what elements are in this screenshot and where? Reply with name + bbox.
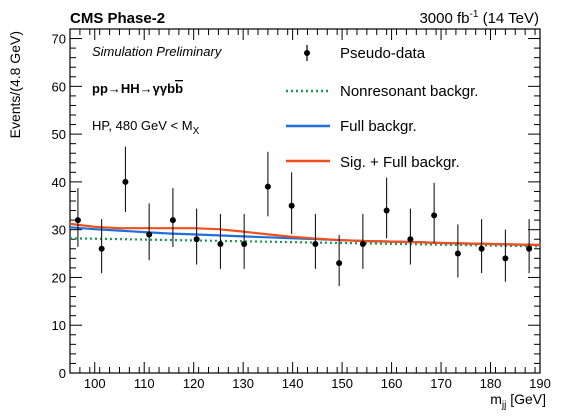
- data-marker: [98, 245, 105, 252]
- legend-data-marker: [304, 50, 310, 56]
- legend-label-pseudo-data: Pseudo-data: [340, 45, 426, 62]
- data-marker: [122, 178, 129, 185]
- x-tick-label: 110: [134, 376, 155, 391]
- data-point: [312, 213, 319, 269]
- data-point: [454, 224, 461, 278]
- legend-entry-pseudo-data: Pseudo-data: [304, 45, 426, 62]
- legend-entry-sig-full: Sig. + Full backgr.: [286, 154, 460, 171]
- legend-entry-nonresonant: Nonresonant backgr.: [286, 83, 478, 100]
- y-tick-label: 50: [52, 127, 66, 142]
- category-label: HP, 480 GeV < MX: [92, 118, 200, 137]
- data-point: [502, 229, 509, 282]
- x-tick-label: 190: [529, 376, 551, 391]
- x-axis-title: mjj [GeV]: [490, 391, 546, 411]
- data-marker: [502, 255, 509, 262]
- data-point: [169, 188, 176, 247]
- y-tick-label: 60: [52, 79, 66, 94]
- x-tick-label: 120: [183, 376, 205, 391]
- y-tick-label: 70: [52, 32, 66, 47]
- legend: Pseudo-data Nonresonant backgr. Full bac…: [286, 45, 478, 171]
- x-tick-label: 140: [282, 376, 304, 391]
- x-tick-label: 160: [381, 376, 403, 391]
- y-tick-labels: 0 10 20 30 40 50 60 70: [52, 32, 66, 381]
- data-point: [336, 234, 343, 287]
- x-tick-label: 180: [480, 376, 502, 391]
- data-point: [478, 219, 485, 274]
- curve-sig-full-backgr: [69, 222, 541, 247]
- data-points: [74, 146, 533, 287]
- data-point: [526, 219, 533, 274]
- data-marker: [383, 207, 390, 214]
- experiment-label: CMS Phase-2: [70, 10, 165, 27]
- data-marker: [336, 260, 343, 267]
- data-marker: [288, 202, 295, 209]
- y-tick-label: 0: [59, 366, 66, 381]
- data-point: [122, 146, 129, 212]
- data-marker: [359, 241, 366, 247]
- y-tick-label: 40: [52, 175, 66, 190]
- data-marker: [146, 231, 153, 238]
- data-point: [74, 188, 81, 247]
- x-tick-label: 150: [331, 376, 353, 391]
- data-marker: [74, 217, 81, 224]
- data-marker: [217, 241, 224, 247]
- data-point: [431, 182, 438, 243]
- x-tick-label: 130: [232, 376, 254, 391]
- axis-ticks: [69, 28, 541, 374]
- data-marker: [193, 236, 200, 243]
- data-point: [241, 213, 248, 269]
- data-marker: [264, 183, 271, 190]
- process-label: pp→HH→γγbb: [92, 81, 183, 96]
- data-marker: [241, 241, 248, 247]
- data-point: [264, 151, 271, 217]
- x-tick-labels: 100 110 120 130 140 150 160 170 180 190: [84, 376, 551, 391]
- legend-label-nonresonant: Nonresonant backgr.: [340, 83, 478, 100]
- data-marker: [478, 245, 485, 252]
- legend-label-sig-full: Sig. + Full backgr.: [340, 154, 460, 171]
- data-marker: [312, 241, 319, 247]
- data-point: [383, 177, 390, 239]
- data-point: [146, 203, 153, 261]
- curves: [69, 222, 541, 248]
- y-tick-label: 10: [52, 318, 66, 333]
- data-point: [217, 213, 224, 269]
- luminosity-label: 3000 fb-1 (14 TeV): [419, 9, 539, 27]
- x-tick-label: 170: [430, 376, 452, 391]
- legend-label-full: Full backgr.: [340, 118, 417, 135]
- legend-entry-full: Full backgr.: [286, 118, 417, 135]
- data-marker: [431, 212, 438, 219]
- data-marker: [169, 217, 176, 224]
- data-point: [98, 219, 105, 274]
- y-tick-label: 20: [52, 270, 66, 285]
- curve-nonresonant-backgr: [69, 237, 541, 248]
- data-marker: [526, 245, 533, 252]
- y-tick-label: 30: [52, 223, 66, 238]
- data-point: [193, 208, 200, 265]
- data-point: [359, 213, 366, 269]
- x-tick-label: 100: [84, 376, 106, 391]
- y-axis-title: Events/(4.8 GeV): [7, 31, 23, 138]
- simulation-label: Simulation Preliminary: [92, 44, 223, 59]
- data-marker: [454, 250, 461, 257]
- data-point: [407, 208, 414, 265]
- data-marker: [407, 236, 414, 243]
- data-point: [288, 172, 295, 234]
